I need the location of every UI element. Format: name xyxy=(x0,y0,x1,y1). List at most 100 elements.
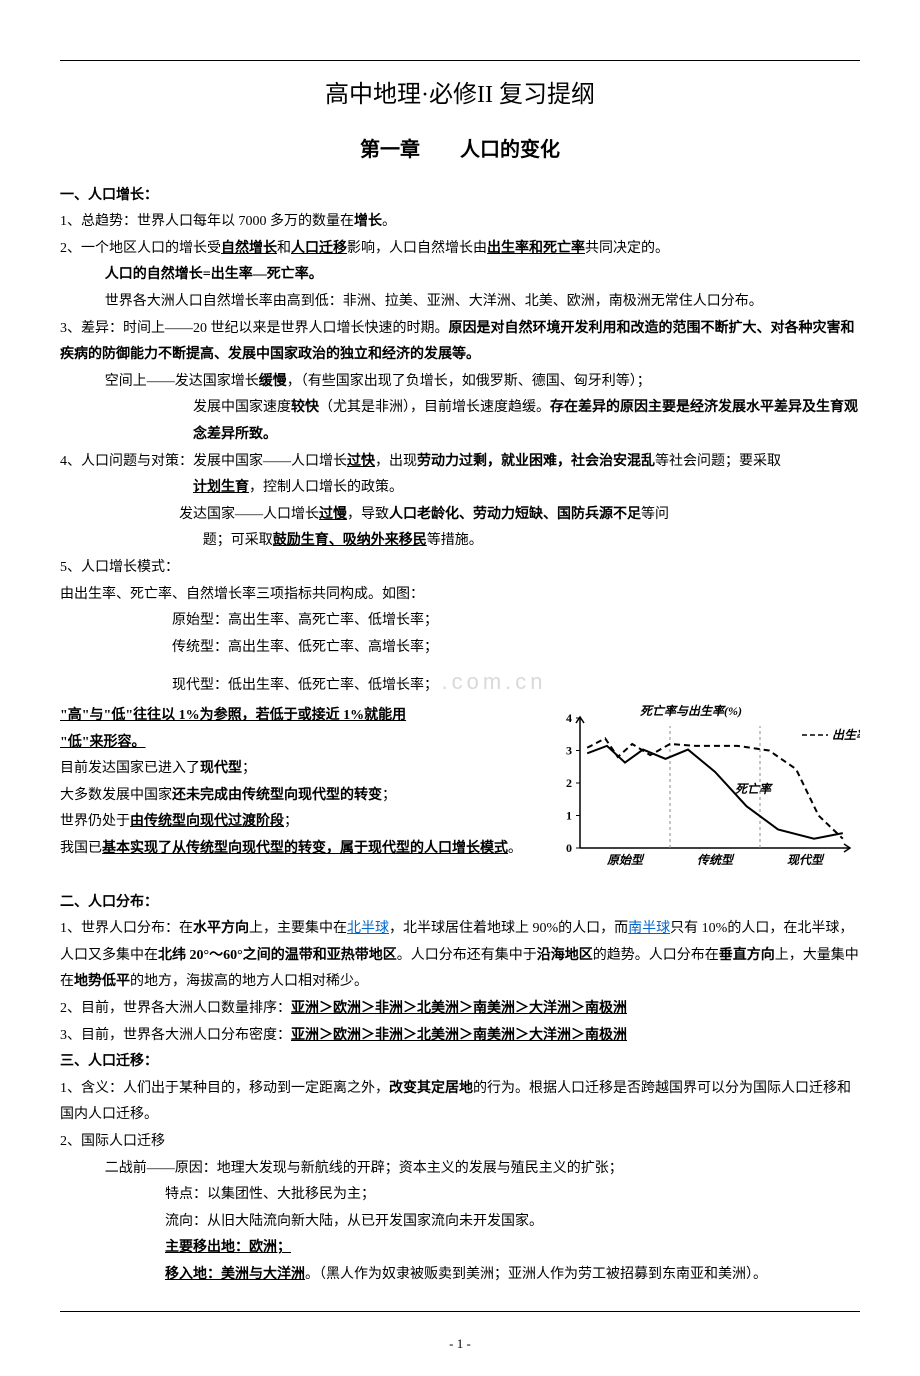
para-3b: 空间上——发达国家增长缓慢，（有些国家出现了负增长，如俄罗斯、德国、匈牙利等）； xyxy=(60,369,860,396)
para-r2c: 特点：以集团性、大批移民为主； xyxy=(60,1182,860,1209)
svg-text:传统型: 传统型 xyxy=(697,853,735,867)
text: 2、目前，世界各大洲人口数量排序： xyxy=(60,1001,291,1016)
text-underline: 过快 xyxy=(347,454,375,469)
svg-text:3: 3 xyxy=(566,744,572,758)
text: ，北半球居住着地球上 90%的人口，而 xyxy=(389,921,628,936)
chapter-title: 第一章 人口的变化 xyxy=(60,131,860,169)
heading-2: 二、人口分布： xyxy=(60,890,860,917)
para-r1: 1、含义：人们出于某种目的，移动到一定距离之外，改变其定居地的行为。根据人口迁移… xyxy=(60,1076,860,1129)
text-underline: 过慢 xyxy=(319,507,347,522)
chart-svg: 死亡率与出生率(%)01234原始型传统型现代型出生率死亡率 xyxy=(550,703,860,873)
text: 大多数发展中国家 xyxy=(60,788,172,803)
text: （尤其是非洲），目前增长速度趋缓。 xyxy=(319,400,550,415)
para-r2e: 主要移出地：欧洲； xyxy=(60,1235,860,1262)
para-5b: 由出生率、死亡率、自然增长率三项指标共同构成。如图： xyxy=(60,582,860,609)
text: 等问 xyxy=(641,507,669,522)
text-bold: 较快 xyxy=(291,400,319,415)
text: 发达国家——人口增长 xyxy=(179,507,319,522)
page-number: - 1 - xyxy=(60,1332,860,1357)
text-bold: 北纬 20°～60°之间的温带和亚热带地区 xyxy=(158,948,397,963)
para-5: 5、人口增长模式： xyxy=(60,555,860,582)
para-3c: 发展中国家速度较快（尤其是非洲），目前增长速度趋缓。存在差异的原因主要是经济发展… xyxy=(60,395,860,448)
text-bold: 现代型 xyxy=(200,761,242,776)
top-rule xyxy=(60,60,860,61)
svg-text:2: 2 xyxy=(566,776,572,790)
text-underline: 亚洲＞欧洲＞非洲＞北美洲＞南美洲＞大洋洲＞南极洲 xyxy=(291,1028,627,1043)
watermark: .com.cn xyxy=(442,669,547,694)
text: 4、人口问题与对策：发展中国家——人口增长 xyxy=(60,454,347,469)
para-4b: 计划生育，控制人口增长的政策。 xyxy=(60,475,860,502)
text: 题；可采取 xyxy=(203,533,273,548)
svg-text:现代型: 现代型 xyxy=(787,853,825,867)
text-bold: 增长 xyxy=(354,214,382,229)
text-underline: 出生率和死亡率 xyxy=(487,241,585,256)
text-bold: 水平方向 xyxy=(193,921,249,936)
text: 3、差异：时间上——20 世纪以来是世界人口增长快速的时期。 xyxy=(60,321,449,336)
text-bold: 沿海地区 xyxy=(537,948,593,963)
text: 的趋势。人口分布在 xyxy=(593,948,719,963)
para-5e: 现代型：低出生率、低死亡率、低增长率； .com.cn xyxy=(60,661,860,703)
svg-text:1: 1 xyxy=(566,809,572,823)
text: 2、一个地区人口的增长受 xyxy=(60,241,221,256)
para-4d: 题；可采取鼓励生育、吸纳外来移民等措施。 xyxy=(60,528,860,555)
para-r2: 2、国际人口迁移 xyxy=(60,1129,860,1156)
text: 我国已 xyxy=(60,841,102,856)
link-south[interactable]: 南半球 xyxy=(628,921,670,936)
para-r2b: 二战前——原因：地理大发现与新航线的开辟；资本主义的发展与殖民主义的扩张； xyxy=(60,1156,860,1183)
para-q2: 2、目前，世界各大洲人口数量排序：亚洲＞欧洲＞非洲＞北美洲＞南美洲＞大洋洲＞南极… xyxy=(60,996,860,1023)
text: 和 xyxy=(277,241,291,256)
text-underline: 由传统型向现代过渡阶段 xyxy=(130,814,284,829)
heading-1: 一、人口增长： xyxy=(60,183,860,210)
text: ，出现 xyxy=(375,454,417,469)
text: ； xyxy=(382,788,396,803)
para-2: 2、一个地区人口的增长受自然增长和人口迁移影响，人口自然增长由出生率和死亡率共同… xyxy=(60,236,860,263)
svg-text:0: 0 xyxy=(566,841,572,855)
text-underline: 计划生育 xyxy=(193,480,249,495)
para-2b: 人口的自然增长=出生率—死亡率。 xyxy=(60,262,860,289)
para-5c: 原始型：高出生率、高死亡率、低增长率； xyxy=(60,608,860,635)
text: ； xyxy=(284,814,298,829)
body: 一、人口增长： 1、总趋势：世界人口每年以 7000 多万的数量在增长。 2、一… xyxy=(60,183,860,1289)
svg-text:死亡率: 死亡率 xyxy=(735,782,773,796)
text: 等措施。 xyxy=(427,533,483,548)
bottom-rule xyxy=(60,1311,860,1312)
link-north[interactable]: 北半球 xyxy=(347,921,389,936)
text-bold: 改变其定居地 xyxy=(389,1081,473,1096)
text-bold: 人口老龄化、劳动力短缺、国防兵源不足 xyxy=(389,507,641,522)
para-4c: 发达国家——人口增长过慢，导致人口老龄化、劳动力短缺、国防兵源不足等问 xyxy=(60,502,860,529)
text-underline: 亚洲＞欧洲＞非洲＞北美洲＞南美洲＞大洋洲＞南极洲 xyxy=(291,1001,627,1016)
text: 1、总趋势：世界人口每年以 7000 多万的数量在 xyxy=(60,214,354,229)
para-5d: 传统型：高出生率、低死亡率、高增长率； xyxy=(60,635,860,662)
text: 上，主要集中在 xyxy=(249,921,347,936)
text: 。（黑人作为奴隶被贩卖到美洲；亚洲人作为劳工被招募到东南亚和美洲）。 xyxy=(305,1267,767,1282)
text: 世界仍处于 xyxy=(60,814,130,829)
svg-text:出生率: 出生率 xyxy=(832,728,860,742)
text: ，控制人口增长的政策。 xyxy=(249,480,403,495)
text: ，（有些国家出现了负增长，如俄罗斯、德国、匈牙利等）； xyxy=(287,374,651,389)
text-bold: 地势低平 xyxy=(74,974,130,989)
text-underline: 基本实现了从传统型向现代型的转变，属于现代型的人口增长模式 xyxy=(102,841,508,856)
para-r2d: 流向：从旧大陆流向新大陆，从已开发国家流向未开发国家。 xyxy=(60,1209,860,1236)
doc-title: 高中地理·必修II 复习提纲 xyxy=(60,73,860,119)
text: 发展中国家速度 xyxy=(193,400,291,415)
text: 现代型：低出生率、低死亡率、低增长率； xyxy=(172,678,438,693)
svg-text:4: 4 xyxy=(566,711,572,725)
text-underline: 人口迁移 xyxy=(291,241,347,256)
para-q1: 1、世界人口分布：在水平方向上，主要集中在北半球，北半球居住着地球上 90%的人… xyxy=(60,916,860,996)
para-3: 3、差异：时间上——20 世纪以来是世界人口增长快速的时期。原因是对自然环境开发… xyxy=(60,316,860,369)
population-chart: 死亡率与出生率(%)01234原始型传统型现代型出生率死亡率 xyxy=(550,703,860,884)
text: 。 xyxy=(508,841,522,856)
text: ，导致 xyxy=(347,507,389,522)
text: 1、含义：人们出于某种目的，移动到一定距离之外， xyxy=(60,1081,389,1096)
text-underline: 自然增长 xyxy=(221,241,277,256)
text: 的地方，海拔高的地方人口相对稀少。 xyxy=(130,974,368,989)
text: 等社会问题；要采取 xyxy=(655,454,781,469)
text: 目前发达国家已进入了 xyxy=(60,761,200,776)
text: ； xyxy=(242,761,256,776)
text: 影响，人口自然增长由 xyxy=(347,241,487,256)
text: 。 xyxy=(382,214,396,229)
text: 1、世界人口分布：在 xyxy=(60,921,193,936)
text: 。人口分布还有集中于 xyxy=(397,948,537,963)
text-bold: 垂直方向 xyxy=(719,948,775,963)
para-2c: 世界各大洲人口自然增长率由高到低：非洲、拉美、亚洲、大洋洲、北美、欧洲，南极洲无… xyxy=(60,289,860,316)
